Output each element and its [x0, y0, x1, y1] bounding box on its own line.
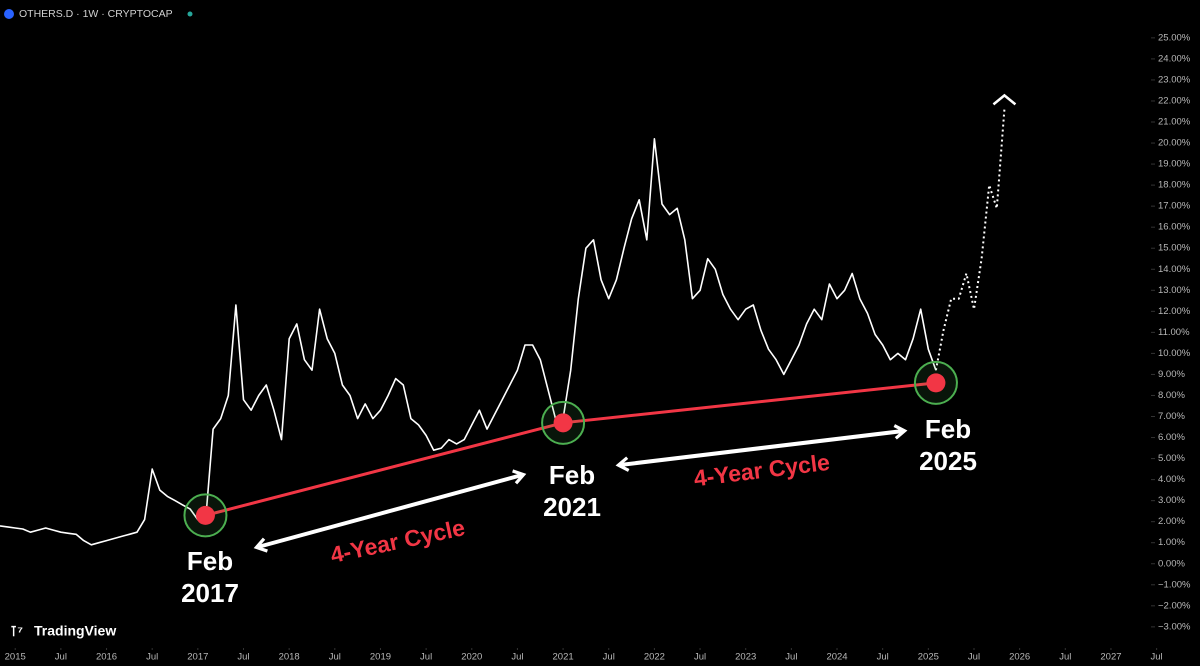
y-tick-label: −3.00% [1158, 621, 1191, 632]
x-tick-label: 2019 [370, 652, 391, 663]
y-tick-label: 18.00% [1158, 180, 1191, 191]
projection-arrowhead [992, 93, 1017, 106]
y-tick-label: 9.00% [1158, 369, 1185, 380]
cycle-point [926, 373, 946, 393]
y-tick-label: 22.00% [1158, 95, 1191, 106]
x-tick-label: Jul [420, 652, 432, 663]
y-tick-label: 25.00% [1158, 32, 1191, 43]
x-tick-label: 2023 [735, 652, 756, 663]
y-tick-label: 5.00% [1158, 453, 1185, 464]
x-tick-label: Jul [968, 652, 980, 663]
symbol-header: OTHERS.D · 1W · CRYPTOCAP [19, 8, 173, 20]
y-tick-label: 19.00% [1158, 159, 1191, 170]
y-tick-label: 13.00% [1158, 285, 1191, 296]
annotation-year: 2017 [181, 578, 239, 608]
x-tick-label: 2020 [461, 652, 482, 663]
x-tick-label: 2021 [553, 652, 574, 663]
annotation-year: 2021 [543, 492, 601, 522]
x-tick-label: 2017 [187, 652, 208, 663]
y-tick-label: 17.00% [1158, 201, 1191, 212]
y-tick-label: 2.00% [1158, 516, 1185, 527]
y-tick-label: −2.00% [1158, 600, 1191, 611]
x-tick-label: Jul [1151, 652, 1163, 663]
annotation-year: 2025 [919, 446, 977, 476]
x-tick-label: 2027 [1100, 652, 1121, 663]
y-tick-label: 23.00% [1158, 74, 1191, 85]
price-line [0, 138, 937, 546]
status-dot [187, 11, 193, 17]
annotation-month: Feb [549, 460, 595, 490]
x-tick-label: Jul [237, 652, 249, 663]
cycle-arrow [253, 469, 527, 553]
y-tick-label: 15.00% [1158, 243, 1191, 254]
annotation-month: Feb [925, 414, 971, 444]
x-tick-label: 2026 [1009, 652, 1030, 663]
y-tick-label: 24.00% [1158, 53, 1191, 64]
y-tick-label: 8.00% [1158, 390, 1185, 401]
brand-logo: ⊺⁷ [10, 623, 23, 639]
x-tick-label: 2025 [918, 652, 939, 663]
y-tick-label: 7.00% [1158, 411, 1185, 422]
x-tick-label: 2024 [826, 652, 847, 663]
x-tick-label: Jul [329, 652, 341, 663]
cycle-point [553, 413, 573, 433]
y-tick-label: 14.00% [1158, 264, 1191, 275]
x-tick-label: 2015 [5, 652, 26, 663]
y-tick-label: 20.00% [1158, 138, 1191, 149]
x-tick-label: 2018 [279, 652, 300, 663]
x-tick-label: Jul [694, 652, 706, 663]
x-tick-label: Jul [877, 652, 889, 663]
x-tick-label: Jul [146, 652, 158, 663]
cycle-arrow [615, 424, 908, 472]
cycle-point [195, 505, 215, 525]
y-tick-label: 21.00% [1158, 117, 1191, 128]
brand-name: TradingView [34, 623, 116, 639]
symbol-icon [4, 9, 14, 19]
x-tick-label: Jul [511, 652, 523, 663]
y-tick-label: 3.00% [1158, 495, 1185, 506]
projection-line [934, 109, 1006, 371]
y-tick-label: 16.00% [1158, 222, 1191, 233]
x-tick-label: 2022 [644, 652, 665, 663]
y-tick-label: 1.00% [1158, 537, 1185, 548]
y-tick-label: 10.00% [1158, 348, 1191, 359]
y-tick-label: 12.00% [1158, 306, 1191, 317]
x-tick-label: Jul [785, 652, 797, 663]
x-tick-label: Jul [1059, 652, 1071, 663]
y-tick-label: −1.00% [1158, 579, 1191, 590]
x-tick-label: 2016 [96, 652, 117, 663]
annotation-month: Feb [187, 546, 233, 576]
x-tick-label: Jul [603, 652, 615, 663]
y-tick-label: 6.00% [1158, 432, 1185, 443]
x-tick-label: Jul [55, 652, 67, 663]
y-tick-label: 0.00% [1158, 558, 1185, 569]
y-tick-label: 11.00% [1158, 327, 1190, 338]
y-tick-label: 4.00% [1158, 474, 1185, 485]
